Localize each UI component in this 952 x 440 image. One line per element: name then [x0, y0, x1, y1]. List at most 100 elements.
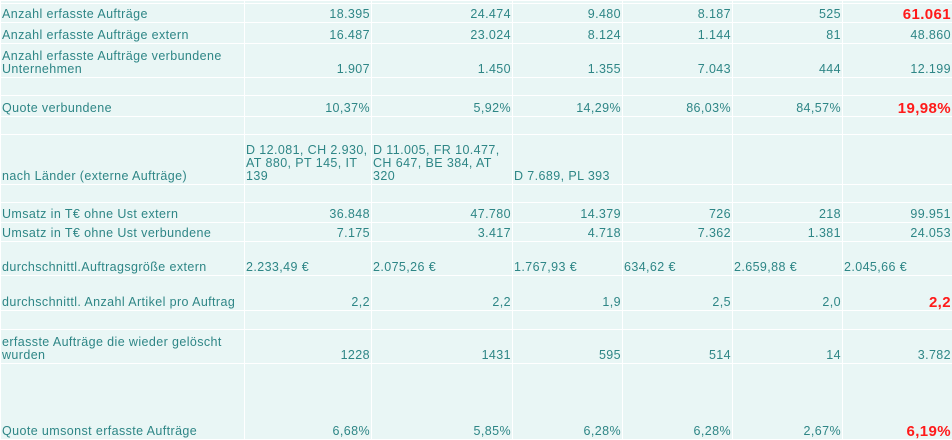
total-cell: 61.061	[843, 4, 952, 23]
value-cell: 525	[733, 4, 843, 23]
row-label: Anzahl erfasste Aufträge	[1, 4, 245, 23]
empty-cell	[513, 185, 623, 203]
value-cell: 1.381	[733, 223, 843, 242]
table-row: erfasste Aufträge die wieder gelöscht wu…	[1, 330, 952, 364]
value-cell: 36.848	[245, 203, 372, 223]
empty-cell	[623, 78, 733, 96]
value-cell: 2,0	[733, 276, 843, 311]
total-cell: 12.199	[843, 44, 952, 78]
value-cell: 1.450	[372, 44, 513, 78]
empty-cell	[513, 117, 623, 135]
empty-cell	[623, 311, 733, 330]
empty-cell	[245, 311, 372, 330]
value-cell: 14,29%	[513, 96, 623, 117]
row-label: erfasste Aufträge die wieder gelöscht wu…	[1, 330, 245, 364]
value-cell: 2.659,88 €	[733, 242, 843, 276]
empty-cell	[372, 78, 513, 96]
value-cell: 5,92%	[372, 96, 513, 117]
empty-cell	[372, 117, 513, 135]
value-cell: 444	[733, 44, 843, 78]
spacer-row	[1, 117, 952, 135]
value-cell: 16.487	[245, 23, 372, 44]
table-row: durchschnittl. Anzahl Artikel pro Auftra…	[1, 276, 952, 311]
empty-cell	[245, 78, 372, 96]
value-cell: 634,62 €	[623, 242, 733, 276]
value-cell: 18.395	[245, 4, 372, 23]
value-cell: 1.144	[623, 23, 733, 44]
value-cell: 84,57%	[733, 96, 843, 117]
value-cell: 8.187	[623, 4, 733, 23]
empty-cell	[733, 117, 843, 135]
value-cell: 7.362	[623, 223, 733, 242]
value-cell: 514	[623, 330, 733, 364]
empty-cell	[513, 78, 623, 96]
row-label: Anzahl erfasste Aufträge extern	[1, 23, 245, 44]
value-cell: 9.480	[513, 4, 623, 23]
empty-cell	[623, 185, 733, 203]
value-cell: 7.043	[623, 44, 733, 78]
value-cell	[733, 135, 843, 185]
value-cell	[623, 135, 733, 185]
value-cell: 1.767,93 €	[513, 242, 623, 276]
value-cell: 81	[733, 23, 843, 44]
value-cell: 1228	[245, 330, 372, 364]
value-cell: 218	[733, 203, 843, 223]
total-cell: 19,98%	[843, 96, 952, 117]
row-label: Quote verbundene	[1, 96, 245, 117]
value-cell: 2.075,26 €	[372, 242, 513, 276]
value-cell: D 12.081, CH 2.930, AT 880, PT 145, IT 1…	[245, 135, 372, 185]
value-cell: 3.417	[372, 223, 513, 242]
value-cell: 14	[733, 330, 843, 364]
total-cell: 48.860	[843, 23, 952, 44]
empty-cell	[245, 185, 372, 203]
value-cell: 47.780	[372, 203, 513, 223]
value-cell: 1431	[372, 330, 513, 364]
value-cell: 6,68%	[245, 364, 372, 440]
value-cell: 10,37%	[245, 96, 372, 117]
value-cell: 5,85%	[372, 364, 513, 440]
value-cell: D 11.005, FR 10.477, CH 647, BE 384, AT …	[372, 135, 513, 185]
empty-cell	[843, 185, 952, 203]
empty-cell	[513, 311, 623, 330]
empty-cell	[843, 311, 952, 330]
total-cell: 24.053	[843, 223, 952, 242]
empty-cell	[1, 78, 245, 96]
value-cell: 2,5	[623, 276, 733, 311]
spacer-row	[1, 78, 952, 96]
value-cell: 14.379	[513, 203, 623, 223]
total-cell	[843, 135, 952, 185]
value-cell: 595	[513, 330, 623, 364]
value-cell: 2,67%	[733, 364, 843, 440]
empty-cell	[1, 185, 245, 203]
row-label: Umsatz in T€ ohne Ust verbundene	[1, 223, 245, 242]
value-cell: 1.355	[513, 44, 623, 78]
empty-cell	[843, 78, 952, 96]
table-row: Anzahl erfasste Aufträge verbundene Unte…	[1, 44, 952, 78]
value-cell: 726	[623, 203, 733, 223]
value-cell: 7.175	[245, 223, 372, 242]
empty-cell	[733, 185, 843, 203]
empty-cell	[372, 185, 513, 203]
row-label: durchschnittl.Auftragsgröße extern	[1, 242, 245, 276]
total-cell: 2,2	[843, 276, 952, 311]
empty-cell	[1, 117, 245, 135]
value-cell: 1.907	[245, 44, 372, 78]
value-cell: 2.233,49 €	[245, 242, 372, 276]
value-cell: 86,03%	[623, 96, 733, 117]
spacer-row	[1, 185, 952, 203]
table-row: nach Länder (externe Aufträge)D 12.081, …	[1, 135, 952, 185]
value-cell: D 7.689, PL 393	[513, 135, 623, 185]
value-cell: 2,2	[245, 276, 372, 311]
value-cell: 1,9	[513, 276, 623, 311]
value-cell: 24.474	[372, 4, 513, 23]
row-label: Anzahl erfasste Aufträge verbundene Unte…	[1, 44, 245, 78]
row-label: Umsatz in T€ ohne Ust extern	[1, 203, 245, 223]
empty-cell	[623, 117, 733, 135]
row-label: nach Länder (externe Aufträge)	[1, 135, 245, 185]
